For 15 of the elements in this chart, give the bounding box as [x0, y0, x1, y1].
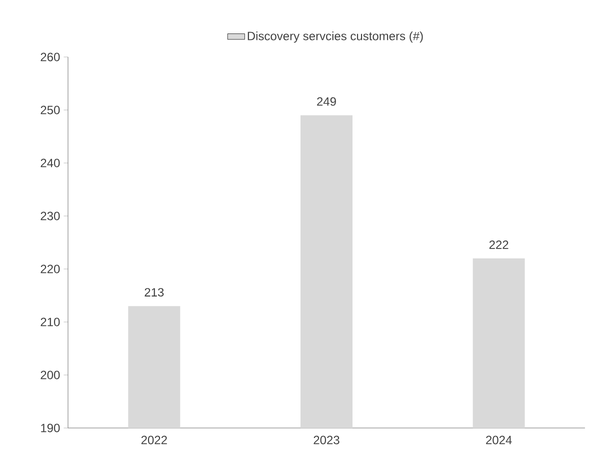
- y-tick-label: 250: [40, 106, 60, 114]
- legend-label: Discovery servcies customers (#): [248, 31, 423, 43]
- x-tick-label: 2022: [141, 436, 167, 444]
- y-tick-label: 210: [40, 318, 60, 326]
- y-tick-label: 240: [40, 158, 60, 168]
- data-label: 213: [144, 288, 164, 297]
- x-tick-label: 2023: [314, 436, 340, 444]
- y-tick-label: 260: [40, 52, 60, 62]
- y-tick-label: 200: [40, 370, 60, 380]
- data-label: 249: [317, 97, 336, 106]
- y-tick-label: 220: [40, 264, 60, 274]
- y-tick-label: 190: [41, 424, 60, 432]
- y-tick-label: 230: [40, 212, 60, 220]
- data-label: 222: [489, 240, 508, 249]
- x-tick-label: 2024: [486, 436, 512, 444]
